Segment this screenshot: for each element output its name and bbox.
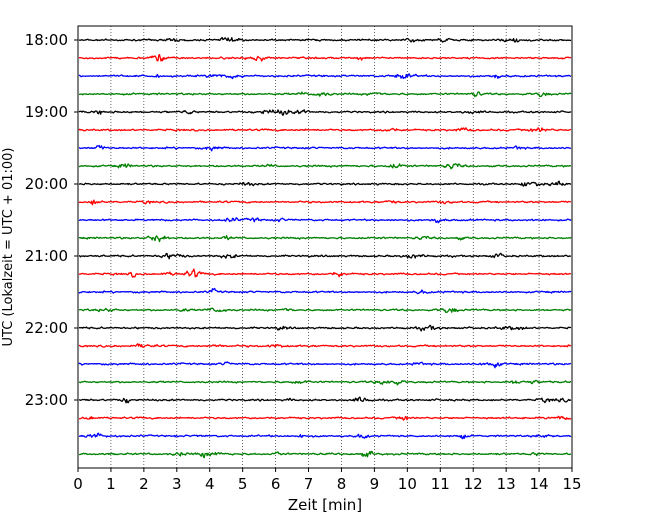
x-tick-label: 15 (562, 475, 581, 493)
seismic-trace (78, 36, 572, 43)
seismic-trace (78, 54, 572, 62)
seismic-trace (78, 73, 572, 80)
x-tick-label: 10 (398, 475, 417, 493)
seismic-trace (78, 415, 572, 421)
seismic-trace (78, 343, 572, 348)
x-tick-label: 0 (73, 475, 83, 493)
y-tick-label: 20:00 (25, 175, 68, 193)
seismic-traces (78, 36, 572, 459)
y-tick-label: 21:00 (25, 247, 68, 265)
seismic-trace (78, 307, 572, 314)
seismic-trace (78, 235, 572, 243)
x-tick-label: 7 (304, 475, 314, 493)
x-tick-label: 2 (139, 475, 149, 493)
x-axis-label: Zeit [min] (288, 496, 362, 514)
x-tick-label: 1 (106, 475, 116, 493)
seismic-trace (78, 432, 572, 440)
y-tick-label: 23:00 (25, 391, 68, 409)
x-tick-label: 6 (271, 475, 281, 493)
seismic-trace (78, 450, 572, 459)
plot-frame (77, 25, 573, 469)
x-tick-label: 12 (464, 475, 483, 493)
seismic-trace (78, 163, 572, 170)
seismic-trace (78, 217, 572, 224)
x-tick-label: 13 (497, 475, 516, 493)
seismic-trace (78, 144, 572, 152)
seismic-trace (78, 361, 572, 369)
y-tick-label: 22:00 (25, 319, 68, 337)
seismic-trace (78, 324, 572, 332)
seismic-trace (78, 91, 572, 98)
x-tick-label: 5 (238, 475, 248, 493)
seismic-trace (78, 199, 572, 206)
y-tick-label: 19:00 (25, 103, 68, 121)
x-tick-label: 8 (337, 475, 347, 493)
seismic-trace (78, 268, 572, 278)
seismic-trace (78, 379, 572, 386)
x-axis: 0 1 2 3 4 5 6 7 8 9 10 11 12 13 14 15 (73, 468, 582, 493)
x-tick-label: 4 (205, 475, 215, 493)
seismic-trace (78, 252, 571, 260)
seismic-trace (78, 180, 572, 187)
y-axis: 18:00 19:00 20:00 21:00 22:00 23:00 (25, 31, 78, 409)
x-tick-label: 11 (431, 475, 450, 493)
x-tick-label: 14 (530, 475, 549, 493)
seismic-trace (78, 127, 572, 133)
seismic-trace (78, 109, 572, 116)
x-gridlines (110, 26, 540, 468)
x-tick-label: 9 (370, 475, 380, 493)
x-tick-label: 3 (172, 475, 182, 493)
y-axis-label: UTC (Lokalzeit = UTC + 01:00) (1, 148, 16, 347)
seismic-trace (78, 287, 572, 295)
y-tick-label: 18:00 (25, 31, 68, 49)
seismic-trace (78, 396, 572, 404)
